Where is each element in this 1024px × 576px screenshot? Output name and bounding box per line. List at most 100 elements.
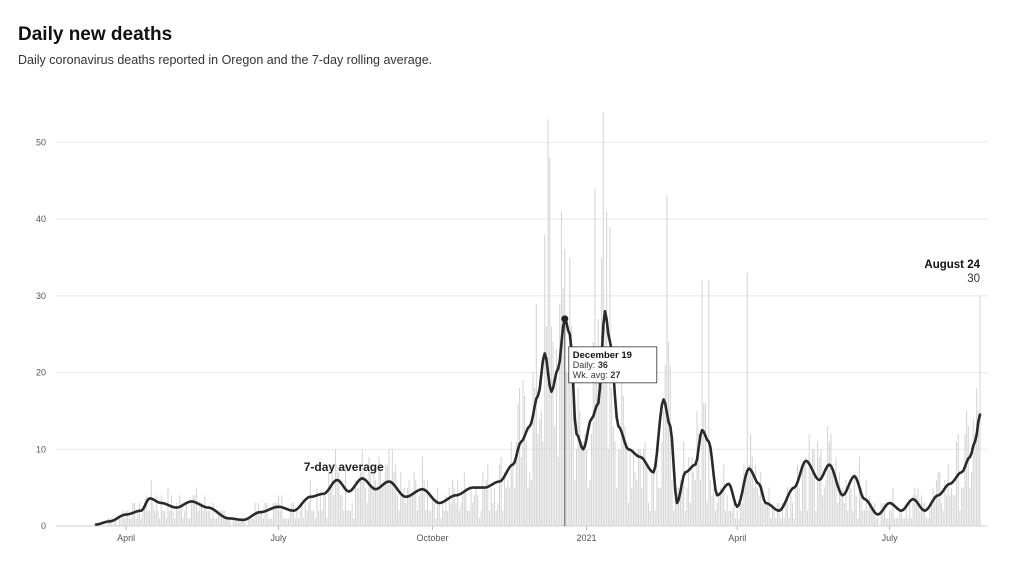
- tooltip-avg-value: 27: [610, 370, 620, 380]
- daily-bar: [195, 487, 197, 526]
- daily-bar: [688, 456, 690, 526]
- daily-bar: [565, 372, 567, 526]
- daily-bar: [465, 487, 467, 526]
- daily-bar: [820, 449, 822, 526]
- daily-bar: [473, 495, 475, 526]
- daily-bar: [395, 464, 397, 526]
- daily-bar: [868, 495, 871, 526]
- daily-bar: [872, 510, 874, 526]
- daily-bar: [961, 487, 963, 526]
- daily-bar: [291, 502, 293, 526]
- daily-bar: [658, 487, 660, 526]
- daily-bar: [550, 326, 552, 526]
- daily-bar: [442, 502, 444, 526]
- daily-bar: [194, 495, 196, 526]
- daily-bar: [185, 502, 187, 526]
- daily-bar: [222, 510, 224, 526]
- daily-bar: [735, 518, 737, 526]
- daily-bar: [500, 456, 502, 526]
- daily-bar: [493, 487, 495, 526]
- daily-bar: [949, 495, 951, 526]
- daily-bar: [475, 487, 477, 526]
- daily-bar: [716, 502, 718, 526]
- daily-bar: [758, 495, 760, 526]
- daily-bar: [647, 502, 650, 526]
- daily-bar: [560, 211, 562, 526]
- daily-bar: [942, 510, 944, 526]
- daily-bar: [207, 510, 209, 526]
- daily-bar: [498, 464, 501, 526]
- daily-bar: [917, 487, 919, 526]
- daily-bar: [361, 449, 363, 526]
- daily-bar: [256, 510, 258, 526]
- daily-bar: [900, 510, 902, 526]
- daily-bar: [142, 510, 144, 526]
- daily-bar: [661, 441, 663, 526]
- daily-bar: [411, 495, 413, 526]
- daily-bar: [813, 449, 815, 526]
- daily-bar: [803, 464, 805, 526]
- daily-bar: [736, 510, 738, 526]
- daily-bar: [547, 119, 549, 526]
- daily-bar: [264, 502, 266, 526]
- daily-bar: [314, 518, 316, 526]
- daily-bar: [527, 487, 529, 526]
- daily-bar: [559, 303, 561, 526]
- daily-bar: [832, 472, 834, 526]
- daily-bar: [366, 502, 368, 526]
- daily-bar: [282, 518, 285, 526]
- daily-bar: [190, 502, 192, 526]
- daily-bar: [855, 495, 857, 526]
- y-tick-label: 50: [36, 137, 46, 147]
- daily-bar: [825, 479, 827, 526]
- daily-bar: [515, 441, 517, 526]
- daily-bar: [922, 502, 924, 526]
- daily-bar: [962, 487, 964, 526]
- tooltip-date: December 19: [573, 350, 632, 361]
- daily-bar: [197, 510, 199, 526]
- daily-bar: [363, 472, 365, 526]
- daily-bar: [890, 510, 892, 526]
- daily-bar: [683, 441, 685, 526]
- daily-bar: [217, 510, 219, 526]
- daily-bar: [128, 518, 131, 526]
- daily-bar: [445, 495, 447, 526]
- daily-bar: [324, 495, 326, 526]
- daily-bar: [905, 502, 907, 526]
- daily-bar: [925, 518, 927, 526]
- daily-bar: [691, 456, 693, 526]
- daily-bar: [286, 518, 288, 526]
- daily-bar: [909, 502, 911, 526]
- daily-bar: [144, 502, 146, 526]
- daily-bar: [289, 510, 291, 526]
- daily-bar: [209, 510, 211, 526]
- daily-bar: [353, 518, 355, 526]
- daily-bar: [751, 456, 753, 526]
- daily-bar: [272, 502, 274, 526]
- daily-bar: [542, 441, 544, 526]
- daily-bar: [686, 487, 688, 526]
- daily-bar: [125, 510, 127, 526]
- daily-bar: [676, 487, 678, 526]
- daily-bar: [478, 518, 480, 526]
- daily-bar: [728, 510, 730, 526]
- daily-bar: [492, 502, 494, 526]
- y-axis-ticks: 0 10 20 30 40 50: [36, 137, 46, 531]
- daily-bar: [328, 472, 330, 526]
- daily-bar: [786, 487, 788, 526]
- y-tick-label: 30: [36, 291, 46, 301]
- daily-bar: [211, 518, 213, 526]
- daily-bar: [467, 510, 469, 526]
- daily-bar: [976, 387, 978, 526]
- daily-bar: [321, 510, 323, 526]
- daily-bar: [887, 518, 889, 526]
- daily-bar: [326, 518, 328, 526]
- daily-bar: [490, 487, 492, 526]
- daily-bar: [247, 518, 249, 526]
- daily-bar: [331, 464, 333, 526]
- daily-bar: [780, 518, 782, 526]
- daily-bar: [847, 510, 849, 526]
- daily-bar: [827, 426, 829, 526]
- daily-bar: [924, 502, 926, 526]
